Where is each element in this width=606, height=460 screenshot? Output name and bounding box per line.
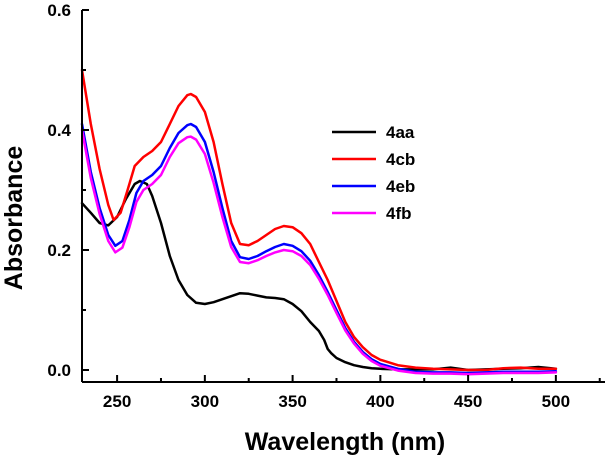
x-tick-label: 300	[191, 392, 219, 411]
series-line-4eb	[80, 122, 558, 375]
x-tick-label: 400	[366, 392, 394, 411]
series-line-4fb	[80, 128, 558, 376]
series-line-4aa	[80, 179, 558, 372]
x-tick-label: 500	[542, 392, 570, 411]
x-axis-title: Wavelength (nm)	[245, 428, 445, 456]
ticks: 250 300 350 400 450 500 0.0 0.2 0.4 0.6	[47, 1, 601, 411]
axes	[81, 10, 605, 383]
x-tick-label: 350	[278, 392, 306, 411]
legend-label-4eb: 4eb	[386, 177, 415, 196]
plot-lines	[80, 68, 558, 376]
y-tick-label: 0.0	[47, 361, 71, 380]
legend-label-4fb: 4fb	[386, 204, 412, 223]
y-tick-label: 0.4	[47, 121, 71, 140]
y-axis-title: Absorbance	[0, 146, 28, 291]
y-tick-label: 0.2	[47, 241, 71, 260]
legend-label-4aa: 4aa	[386, 123, 415, 142]
y-tick-label: 0.6	[47, 1, 71, 20]
x-tick-label: 250	[103, 392, 131, 411]
legend-label-4cb: 4cb	[386, 150, 415, 169]
series-line-4cb	[80, 68, 558, 372]
x-tick-label: 450	[454, 392, 482, 411]
legend: 4aa 4cb 4eb 4fb	[332, 123, 415, 223]
